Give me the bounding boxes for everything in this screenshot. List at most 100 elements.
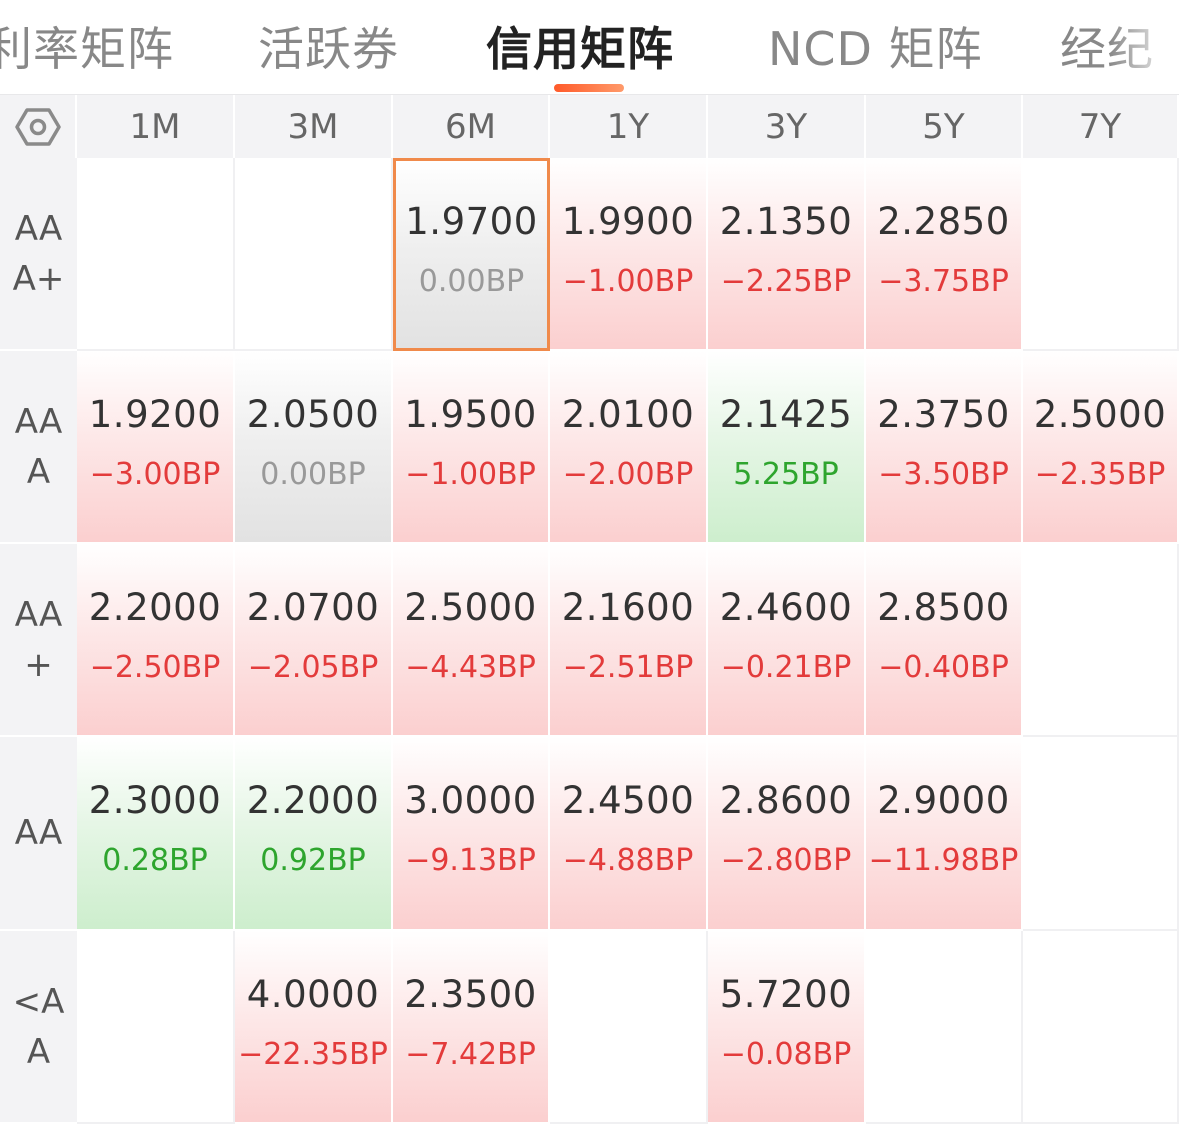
bp-change: −4.88BP — [562, 843, 694, 878]
active-tab-indicator — [554, 84, 624, 92]
column-header-row: 1M 3M 6M 1Y 3Y 5Y 7Y — [0, 94, 1179, 159]
yield-value: 2.4600 — [719, 586, 853, 629]
yield-value: 2.2000 — [88, 586, 222, 629]
matrix-cell[interactable]: 2.9000 −11.98BP — [866, 737, 1023, 931]
bp-change: 0.92BP — [260, 843, 366, 878]
bp-change: −2.51BP — [562, 650, 694, 685]
matrix-cell-empty — [1023, 544, 1179, 737]
matrix-cell[interactable]: 2.3500 −7.42BP — [393, 931, 550, 1124]
yield-value: 1.9500 — [404, 393, 537, 436]
bp-change: −0.40BP — [878, 650, 1009, 685]
bp-change: 5.25BP — [733, 457, 839, 492]
row-label: AA + — [0, 544, 77, 737]
yield-value: 2.0500 — [246, 393, 380, 436]
matrix-cell[interactable]: 2.1425 5.25BP — [708, 351, 866, 544]
bp-change: −9.13BP — [405, 843, 536, 878]
matrix-cell[interactable]: 1.9500 −1.00BP — [393, 351, 550, 544]
matrix-cell-selected[interactable]: 1.9700 0.00BP — [393, 158, 550, 351]
matrix-cell-empty — [235, 158, 393, 351]
bp-change: −0.21BP — [720, 650, 852, 685]
column-header-3y[interactable]: 3Y — [708, 95, 866, 159]
yield-value: 4.0000 — [246, 973, 380, 1016]
yield-value: 2.0700 — [246, 586, 380, 629]
bp-change: −0.08BP — [720, 1037, 852, 1072]
bp-change: −4.43BP — [405, 650, 536, 685]
yield-value: 1.9200 — [88, 393, 222, 436]
matrix-cell-empty — [866, 931, 1023, 1124]
yield-value: 2.1350 — [719, 200, 853, 243]
matrix-cell[interactable]: 2.3000 0.28BP — [77, 737, 235, 931]
yield-value: 5.7200 — [719, 973, 853, 1016]
matrix-settings-button[interactable] — [0, 95, 77, 159]
bp-change: −11.98BP — [868, 843, 1019, 878]
matrix-cell-empty — [77, 158, 235, 351]
matrix-cell-empty — [550, 931, 708, 1124]
matrix-cell[interactable]: 2.3750 −3.50BP — [866, 351, 1023, 544]
column-header-3m[interactable]: 3M — [235, 95, 393, 159]
bp-change: −2.50BP — [89, 650, 221, 685]
yield-value: 2.3000 — [88, 779, 222, 822]
matrix-cell[interactable]: 1.9900 −1.00BP — [550, 158, 708, 351]
matrix-cell[interactable]: 2.8500 −0.40BP — [866, 544, 1023, 737]
bp-change: −1.00BP — [562, 264, 694, 299]
matrix-cell[interactable]: 2.4600 −0.21BP — [708, 544, 866, 737]
bp-change: −22.35BP — [238, 1037, 388, 1072]
matrix-cell[interactable]: 2.0100 −2.00BP — [550, 351, 708, 544]
bp-change: −2.25BP — [720, 264, 852, 299]
matrix-cell[interactable]: 2.4500 −4.88BP — [550, 737, 708, 931]
column-header-5y[interactable]: 5Y — [866, 95, 1023, 159]
matrix-cell[interactable]: 2.5000 −4.43BP — [393, 544, 550, 737]
yield-value: 1.9900 — [561, 200, 695, 243]
tab-broker[interactable]: 经纪 — [1060, 22, 1154, 76]
bp-change: 0.00BP — [418, 264, 525, 299]
yield-value: 2.3500 — [404, 973, 537, 1016]
matrix-cell[interactable]: 2.1350 −2.25BP — [708, 158, 866, 351]
yield-value: 2.3750 — [877, 393, 1010, 436]
bp-change: −3.50BP — [878, 457, 1009, 492]
tab-rate-matrix[interactable]: 利率矩阵 — [0, 22, 174, 76]
matrix-cell-empty — [1023, 931, 1179, 1124]
matrix-cell-empty — [1023, 158, 1179, 351]
column-header-7y[interactable]: 7Y — [1023, 95, 1179, 159]
matrix-cell[interactable]: 2.2000 0.92BP — [235, 737, 393, 931]
yield-value: 2.5000 — [404, 586, 537, 629]
tab-ncd-matrix[interactable]: NCD 矩阵 — [768, 22, 983, 76]
tab-bar: 利率矩阵 活跃券 信用矩阵 NCD 矩阵 经纪 — [0, 0, 1179, 94]
matrix-cell[interactable]: 1.9200 −3.00BP — [77, 351, 235, 544]
bp-change: 0.00BP — [260, 457, 366, 492]
matrix-cell[interactable]: 2.2000 −2.50BP — [77, 544, 235, 737]
yield-value: 2.2000 — [246, 779, 380, 822]
bp-change: −2.00BP — [562, 457, 694, 492]
yield-value: 2.5000 — [1033, 393, 1167, 436]
matrix-cell[interactable]: 4.0000 −22.35BP — [235, 931, 393, 1124]
column-header-1m[interactable]: 1M — [77, 95, 235, 159]
yield-value: 2.8500 — [877, 586, 1010, 629]
yield-value: 2.2850 — [877, 200, 1010, 243]
column-header-6m[interactable]: 6M — [393, 95, 550, 159]
matrix-cell[interactable]: 2.2850 −3.75BP — [866, 158, 1023, 351]
column-header-1y[interactable]: 1Y — [550, 95, 708, 159]
tab-credit-matrix[interactable]: 信用矩阵 — [486, 22, 674, 76]
bp-change: −1.00BP — [405, 457, 536, 492]
matrix-cell[interactable]: 2.8600 −2.80BP — [708, 737, 866, 931]
matrix-cell-empty — [77, 931, 235, 1124]
matrix-cell[interactable]: 2.0700 −2.05BP — [235, 544, 393, 737]
matrix-cell[interactable]: 2.1600 −2.51BP — [550, 544, 708, 737]
bp-change: −2.05BP — [247, 650, 379, 685]
row-label: AA A — [0, 351, 77, 544]
matrix-cell[interactable]: 2.0500 0.00BP — [235, 351, 393, 544]
row-label: <A A — [0, 931, 77, 1124]
yield-value: 2.9000 — [877, 779, 1010, 822]
matrix-cell[interactable]: 5.7200 −0.08BP — [708, 931, 866, 1124]
row-label: AA A+ — [0, 158, 77, 351]
tab-active-bonds[interactable]: 活跃券 — [258, 22, 399, 76]
yield-value: 2.0100 — [561, 393, 695, 436]
matrix-cell-empty — [1023, 737, 1179, 931]
yield-value: 2.4500 — [561, 779, 695, 822]
bp-change: −2.80BP — [720, 843, 852, 878]
matrix-cell[interactable]: 3.0000 −9.13BP — [393, 737, 550, 931]
matrix-cell[interactable]: 2.5000 −2.35BP — [1023, 351, 1179, 544]
yield-value: 1.9700 — [405, 200, 538, 243]
yield-value: 2.8600 — [719, 779, 853, 822]
yield-value: 2.1600 — [561, 586, 695, 629]
